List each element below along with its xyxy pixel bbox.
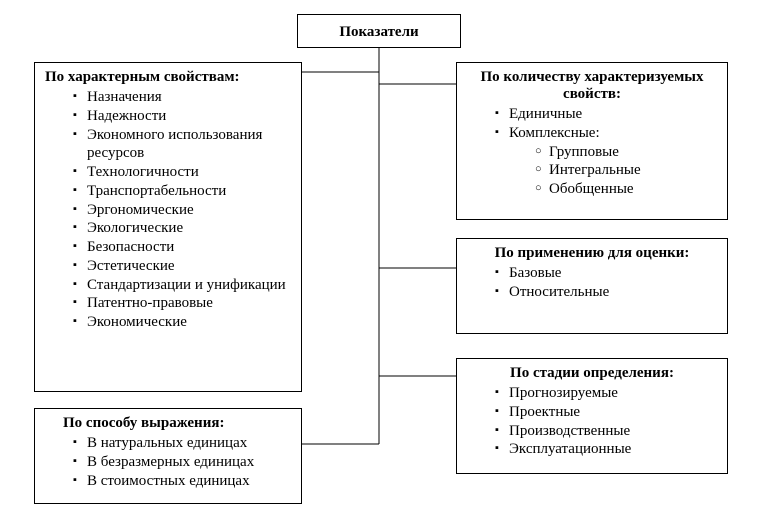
list-item: Назначения xyxy=(73,88,291,107)
root-box: Показатели xyxy=(297,14,461,48)
list-item: Надежности xyxy=(73,107,291,126)
box-property-count: По количеству характеризуемых свойств: Е… xyxy=(456,62,728,220)
box-items: БазовыеОтносительные xyxy=(467,264,717,302)
list-item: В стоимостных единицах xyxy=(73,472,291,491)
list-item: В натуральных единицах xyxy=(73,434,291,453)
box-items: ЕдиничныеКомплексные:ГрупповыеИнтегральн… xyxy=(467,105,717,199)
list-item: Относительные xyxy=(495,283,717,302)
box-expression-method: По способу выражения: В натуральных един… xyxy=(34,408,302,504)
sub-list-item: Обобщенные xyxy=(535,180,717,199)
list-item: Стандартизации и унификации xyxy=(73,276,291,295)
box-items: В натуральных единицахВ безразмерных еди… xyxy=(45,434,291,490)
list-item: Производственные xyxy=(495,422,717,441)
box-title: По количеству характеризуемых свойств: xyxy=(467,69,717,103)
box-title: По способу выражения: xyxy=(45,415,224,432)
list-item: Эстетические xyxy=(73,257,291,276)
list-item: Экономические xyxy=(73,313,291,332)
list-item: Эксплуатационные xyxy=(495,440,717,459)
box-items: НазначенияНадежностиЭкономного использов… xyxy=(45,88,291,332)
list-item: Технологичности xyxy=(73,163,291,182)
box-title: По применению для оценки: xyxy=(467,245,717,262)
box-definition-stage: По стадии определения: ПрогнозируемыеПро… xyxy=(456,358,728,474)
list-item: Патентно-правовые xyxy=(73,294,291,313)
list-item: Прогнозируемые xyxy=(495,384,717,403)
list-item: Безопасности xyxy=(73,238,291,257)
list-item: Проектные xyxy=(495,403,717,422)
list-item: Базовые xyxy=(495,264,717,283)
sub-list-item: Групповые xyxy=(535,143,717,162)
list-item: Эргономические xyxy=(73,201,291,220)
box-characteristic-properties: По характерным свойствам: НазначенияНаде… xyxy=(34,62,302,392)
list-item: Транспортабельности xyxy=(73,182,291,201)
sub-list-item: Интегральные xyxy=(535,161,717,180)
list-item: Единичные xyxy=(495,105,717,124)
list-item: Экологические xyxy=(73,219,291,238)
list-item: В безразмерных единицах xyxy=(73,453,291,472)
box-title: По характерным свойствам: xyxy=(45,69,240,85)
box-evaluation-use: По применению для оценки: БазовыеОтносит… xyxy=(456,238,728,334)
box-items: ПрогнозируемыеПроектныеПроизводственныеЭ… xyxy=(467,384,717,459)
list-item: Комплексные:ГрупповыеИнтегральныеОбобщен… xyxy=(495,124,717,199)
list-item: Экономного использования ресурсов xyxy=(73,126,291,164)
sub-list: ГрупповыеИнтегральныеОбобщенные xyxy=(509,143,717,199)
box-title: По стадии определения: xyxy=(467,365,717,382)
